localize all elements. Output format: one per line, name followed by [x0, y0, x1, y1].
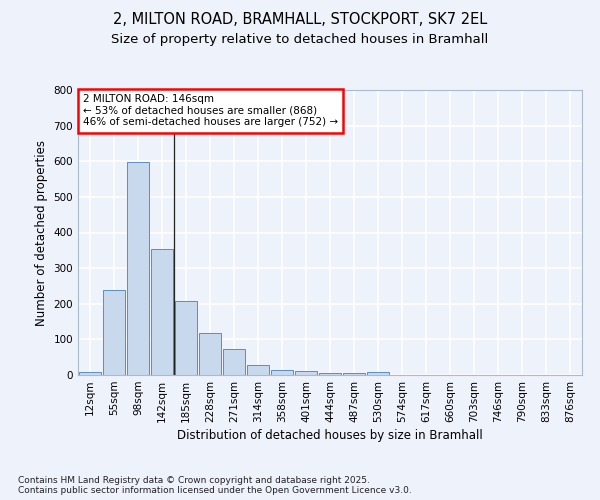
X-axis label: Distribution of detached houses by size in Bramhall: Distribution of detached houses by size …	[177, 429, 483, 442]
Bar	[295, 372, 317, 375]
Text: 2, MILTON ROAD, BRAMHALL, STOCKPORT, SK7 2EL: 2, MILTON ROAD, BRAMHALL, STOCKPORT, SK7…	[113, 12, 487, 28]
Bar	[343, 373, 365, 375]
Bar	[271, 370, 293, 375]
Text: Size of property relative to detached houses in Bramhall: Size of property relative to detached ho…	[112, 32, 488, 46]
Bar	[367, 372, 389, 375]
Bar	[175, 302, 197, 375]
Bar	[79, 372, 101, 375]
Bar	[319, 372, 341, 375]
Y-axis label: Number of detached properties: Number of detached properties	[35, 140, 48, 326]
Bar	[103, 290, 125, 375]
Text: Contains HM Land Registry data © Crown copyright and database right 2025.
Contai: Contains HM Land Registry data © Crown c…	[18, 476, 412, 495]
Bar	[127, 162, 149, 375]
Bar	[247, 365, 269, 375]
Bar	[223, 350, 245, 375]
Text: 2 MILTON ROAD: 146sqm
← 53% of detached houses are smaller (868)
46% of semi-det: 2 MILTON ROAD: 146sqm ← 53% of detached …	[83, 94, 338, 128]
Bar	[151, 248, 173, 375]
Bar	[199, 333, 221, 375]
